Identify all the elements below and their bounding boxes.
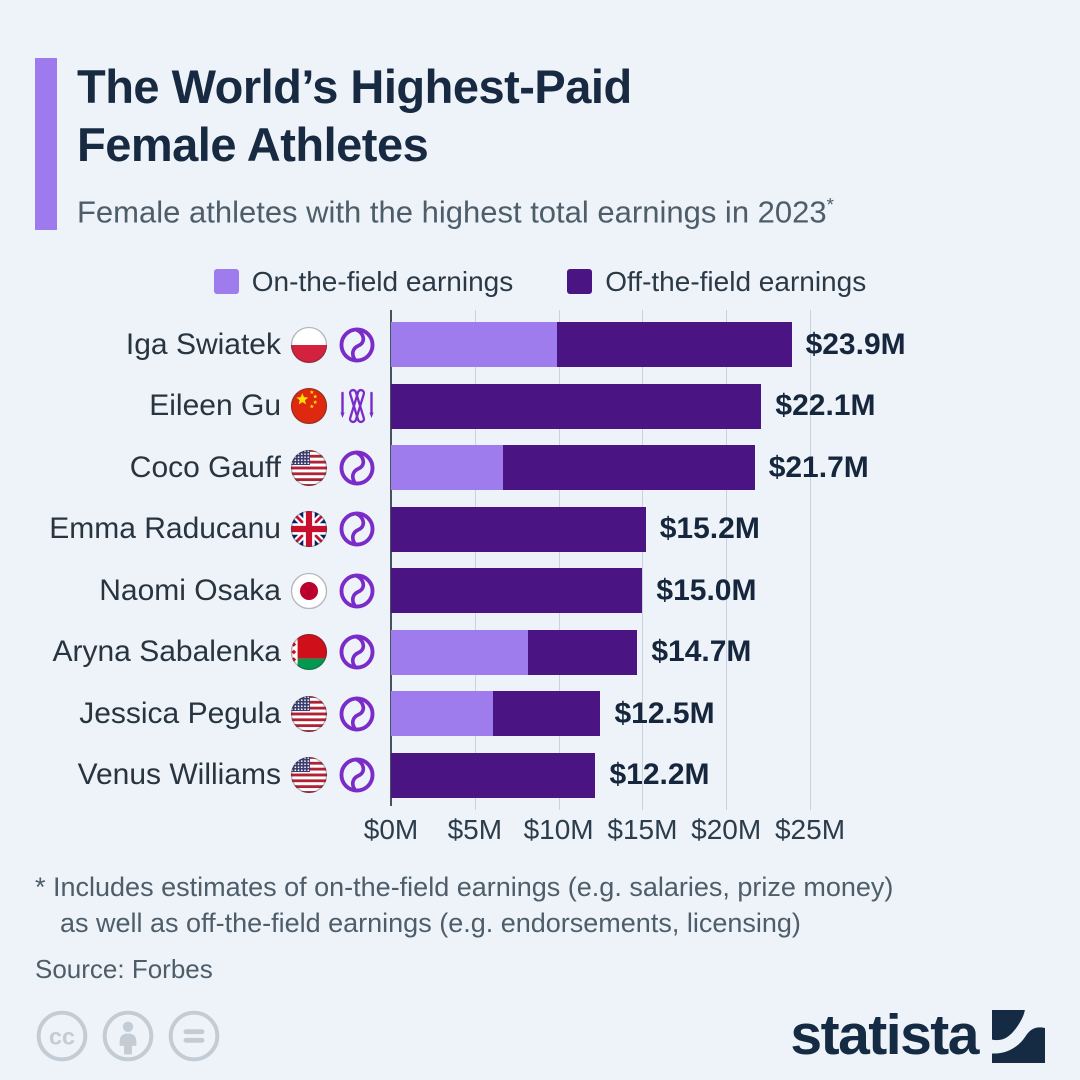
svg-text:cc: cc <box>49 1024 75 1050</box>
statista-logo[interactable]: statista <box>790 1007 1045 1070</box>
gridline <box>474 309 476 810</box>
crossed-skis-icon <box>337 386 377 426</box>
footnote: * Includes estimates of on-the-field ear… <box>35 870 1045 941</box>
x-axis-tick-label: $20M <box>691 813 762 845</box>
total-earnings-label: $15.0M <box>656 573 757 607</box>
gridline <box>642 309 644 810</box>
total-earnings-label: $12.5M <box>614 696 715 730</box>
chart-row: Venus Williams $12.2M <box>35 744 1045 806</box>
chart-row: Jessica Pegula $12.5M <box>35 683 1045 745</box>
off-field-swatch-icon <box>567 269 593 295</box>
gridline <box>726 309 728 810</box>
creative-commons-badges[interactable]: cc <box>35 1009 221 1068</box>
total-earnings-label: $23.9M <box>805 327 906 361</box>
chart-row: Emma Raducanu $15.2M <box>35 498 1045 560</box>
total-earnings-label: $12.2M <box>609 758 710 792</box>
x-axis-tick-label: $0M <box>363 813 419 845</box>
header: The World’s Highest-Paid Female Athletes… <box>35 58 1045 230</box>
page-title: The World’s Highest-Paid Female Athletes <box>77 58 834 174</box>
footnote-line1: * Includes estimates of on-the-field ear… <box>35 871 894 902</box>
cc-icon[interactable]: cc <box>35 1009 89 1068</box>
on-field-swatch-icon <box>213 269 239 295</box>
bar-on-field-segment <box>391 629 529 675</box>
bar-on-field-segment <box>391 445 504 491</box>
athlete-name: Aryna Sabalenka <box>52 635 282 669</box>
chart-row: Coco Gauff $21.7M <box>35 437 1045 499</box>
page-title-line1: The World’s Highest-Paid <box>77 60 632 113</box>
x-axis-tick-label: $10M <box>523 813 594 845</box>
footer-bar: cc statista <box>35 1007 1045 1070</box>
x-axis-tick-label: $5M <box>447 813 503 845</box>
bar-off-field-segment <box>493 691 601 737</box>
statista-wordmark: statista <box>790 1003 979 1068</box>
gridlines <box>390 309 811 810</box>
tennis-ball-icon <box>337 632 377 672</box>
bar-off-field-segment <box>391 506 646 552</box>
gridline <box>810 309 811 810</box>
usa-flag-icon <box>290 449 328 487</box>
athlete-name: Eileen Gu <box>149 389 281 423</box>
tennis-ball-icon <box>337 571 377 611</box>
source-label: Source: Forbes <box>35 954 213 985</box>
usa-flag-icon <box>290 756 328 794</box>
chart-row: Iga Swiatek $23.9M <box>35 314 1045 376</box>
x-axis-tick-label: $15M <box>607 813 678 845</box>
attribution-person-icon[interactable] <box>101 1009 155 1068</box>
y-axis-line <box>390 309 392 806</box>
total-earnings-label: $22.1M <box>775 389 876 423</box>
x-axis-tick-label: $25M <box>774 813 846 845</box>
uk-flag-icon <box>290 510 328 548</box>
poland-flag-icon <box>290 326 328 364</box>
china-flag-icon <box>290 387 328 425</box>
total-earnings-label: $14.7M <box>651 635 752 669</box>
legend-item-on-field: On-the-field earnings <box>213 265 514 298</box>
bar-off-field-segment <box>391 568 643 614</box>
footnote-marker: * <box>826 193 834 215</box>
athlete-name: Coco Gauff <box>129 450 281 484</box>
tennis-ball-icon <box>337 694 377 734</box>
athlete-name: Emma Raducanu <box>49 512 281 546</box>
bar-chart: Iga Swiatek $23.9M Eileen Gu $22.1M Coco… <box>35 309 1045 850</box>
x-axis: $0M $5M $10M $15M $20M $25M <box>364 813 1045 850</box>
footnote-line2: as well as off-the-field earnings (e.g. … <box>60 907 801 938</box>
title-accent-bar <box>35 58 57 230</box>
bar-off-field-segment <box>391 383 762 429</box>
athlete-name: Jessica Pegula <box>79 696 281 730</box>
bar-off-field-segment <box>391 752 596 798</box>
tennis-ball-icon <box>337 448 377 488</box>
tennis-ball-icon <box>337 509 377 549</box>
usa-flag-icon <box>290 695 328 733</box>
bar-on-field-segment <box>391 691 494 737</box>
athlete-name: Venus Williams <box>77 758 281 792</box>
total-earnings-label: $15.2M <box>659 512 760 546</box>
statista-mark-icon <box>992 1009 1045 1068</box>
chart-row: Naomi Osaka $15.0M <box>35 560 1045 622</box>
tennis-ball-icon <box>337 325 377 365</box>
subtitle-text: Female athletes with the highest total e… <box>77 193 827 229</box>
page-title-line2: Female Athletes <box>77 117 429 171</box>
belarus-flag-icon <box>290 633 328 671</box>
chart-row: Eileen Gu $22.1M <box>35 375 1045 437</box>
japan-flag-icon <box>290 572 328 610</box>
bar-off-field-segment <box>503 445 755 491</box>
equals-icon[interactable] <box>167 1009 221 1068</box>
bar-off-field-segment <box>528 629 638 675</box>
gridline <box>558 309 560 810</box>
chart-row: Aryna Sabalenka $14.7M <box>35 621 1045 683</box>
tennis-ball-icon <box>337 755 377 795</box>
page-subtitle: Female athletes with the highest total e… <box>77 194 834 230</box>
bar-on-field-segment <box>391 322 557 368</box>
bar-off-field-segment <box>556 322 792 368</box>
athlete-name: Naomi Osaka <box>99 573 281 607</box>
chart-rows: Iga Swiatek $23.9M Eileen Gu $22.1M Coco… <box>35 314 1045 806</box>
legend: On-the-field earnings Off-the-field earn… <box>35 266 1045 298</box>
legend-label: On-the-field earnings <box>251 265 514 297</box>
legend-item-off-field: Off-the-field earnings <box>567 266 866 298</box>
legend-label: Off-the-field earnings <box>605 265 867 297</box>
athlete-name: Iga Swiatek <box>125 327 281 361</box>
total-earnings-label: $21.7M <box>768 450 869 484</box>
